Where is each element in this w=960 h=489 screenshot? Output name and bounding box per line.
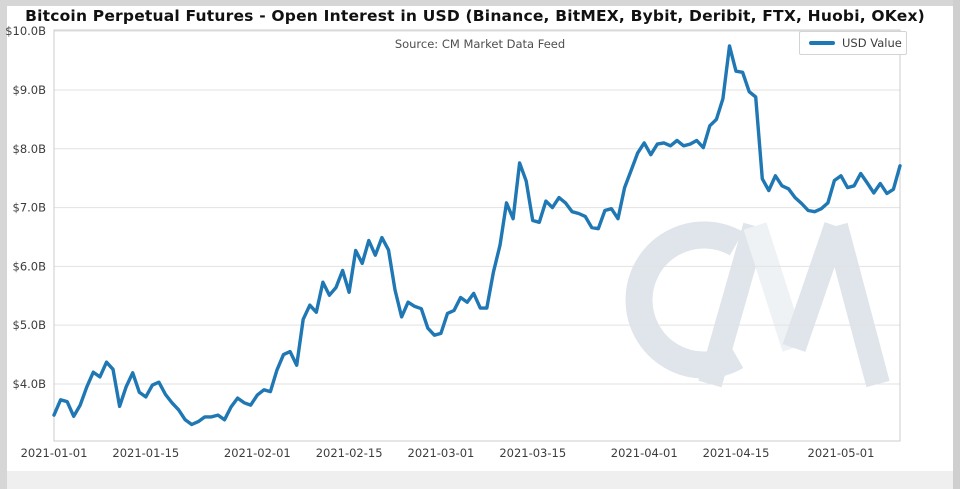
y-tick-label: $7.0B	[13, 201, 47, 215]
y-tick-label: $6.0B	[13, 259, 47, 273]
page-edge-left	[0, 0, 7, 489]
usd-value-line	[52, 44, 902, 427]
watermark-m-stroke-1	[698, 222, 767, 388]
y-tick-label: $4.0B	[13, 377, 47, 391]
x-tick-label: 2021-04-15	[703, 446, 770, 460]
page-margin-bottom	[7, 471, 953, 489]
y-tick-label: $5.0B	[13, 318, 47, 332]
series-layer	[52, 44, 902, 427]
page-edge-right	[953, 0, 960, 489]
plot-border	[53, 29, 901, 442]
page-edge-top	[0, 0, 960, 6]
y-tick-label: $10.0B	[5, 24, 46, 38]
x-tick-label: 2021-05-01	[808, 446, 875, 460]
legend-label: USD Value	[842, 36, 902, 50]
watermark-m-stroke-2	[743, 222, 806, 352]
x-tick-label: 2021-01-15	[112, 446, 179, 460]
x-tick-label: 2021-01-01	[21, 446, 88, 460]
gridlines	[54, 30, 900, 385]
x-tick-label: 2021-03-15	[499, 446, 566, 460]
watermark-m-stroke-4	[824, 222, 890, 388]
y-tick-label: $9.0B	[13, 83, 47, 97]
y-tick-label: $8.0B	[13, 142, 47, 156]
axis-labels: $4.0B $5.0B $6.0B $7.0B $8.0B $9.0B $10.0B 2021…	[5, 24, 874, 460]
x-tick-label: 2021-03-01	[408, 446, 475, 460]
x-tick-label: 2021-04-01	[611, 446, 678, 460]
chart-title: Bitcoin Perpetual Futures - Open Interes…	[25, 7, 925, 25]
cm-watermark-logo	[625, 221, 890, 388]
source-label: Source: CM Market Data Feed	[394, 37, 566, 51]
legend-line-swatch	[809, 41, 835, 45]
x-tick-label: 2021-02-01	[224, 446, 291, 460]
legend: USD Value	[799, 31, 907, 55]
watermark-letter-c	[625, 221, 744, 379]
x-tick-label: 2021-02-15	[316, 446, 383, 460]
